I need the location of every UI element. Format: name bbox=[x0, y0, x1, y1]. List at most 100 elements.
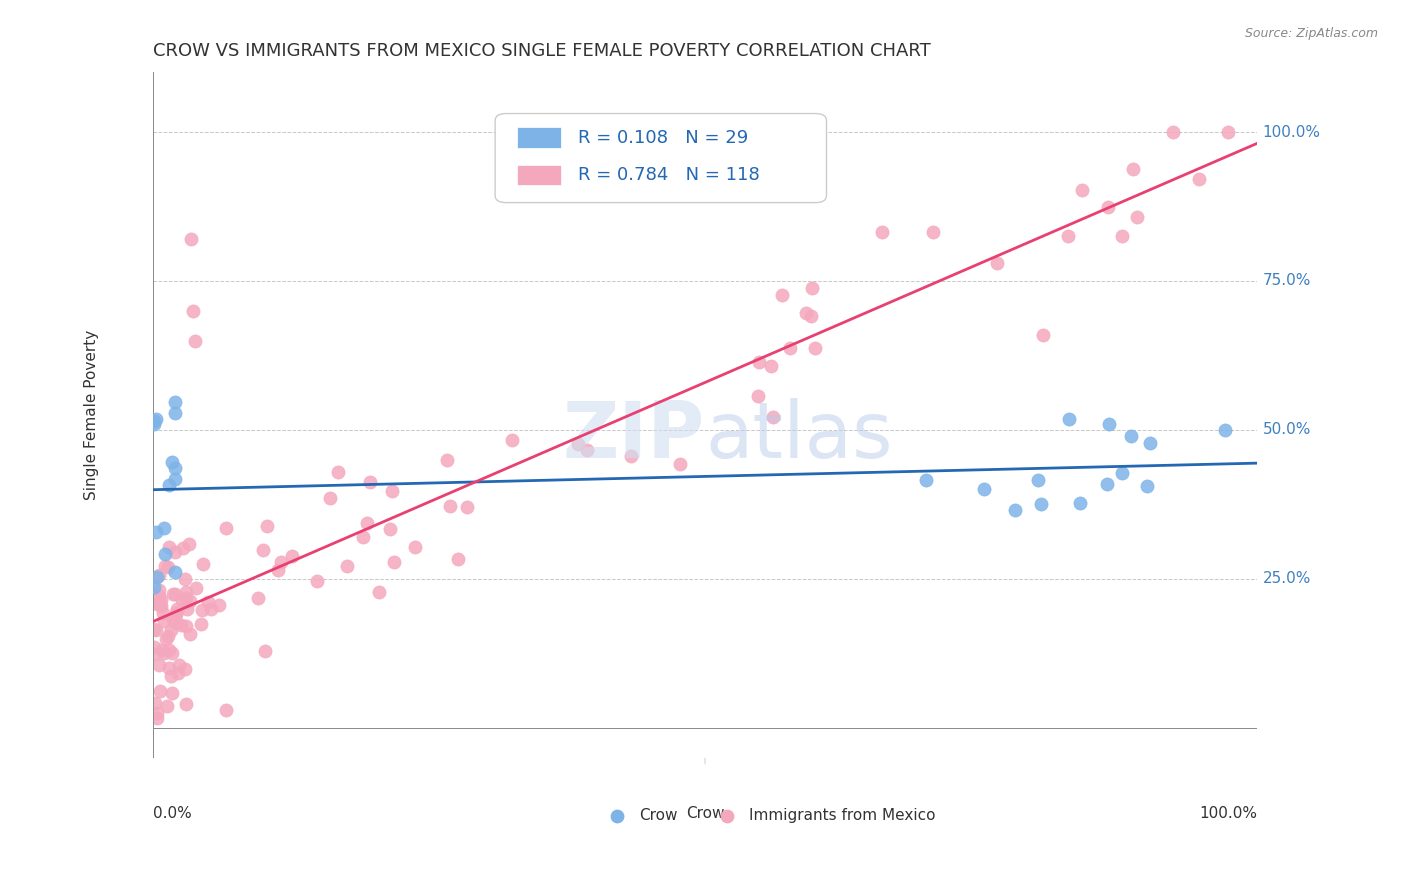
Point bbox=[1028, 474, 1050, 488]
Point bbox=[145, 623, 167, 637]
Point bbox=[148, 590, 170, 604]
Text: CROW VS IMMIGRANTS FROM MEXICO SINGLE FEMALE POVERTY CORRELATION CHART: CROW VS IMMIGRANTS FROM MEXICO SINGLE FE… bbox=[153, 42, 931, 60]
Point bbox=[356, 516, 378, 530]
Point bbox=[1004, 503, 1026, 517]
Point bbox=[146, 711, 169, 725]
Point bbox=[439, 499, 461, 513]
Point bbox=[281, 549, 304, 564]
Point bbox=[986, 256, 1008, 270]
Point bbox=[779, 341, 801, 355]
Point bbox=[143, 580, 166, 594]
Point bbox=[794, 305, 817, 319]
Point bbox=[176, 697, 198, 711]
Point bbox=[1057, 412, 1080, 426]
Point bbox=[148, 658, 170, 673]
Point bbox=[326, 465, 349, 479]
Point bbox=[157, 478, 180, 492]
Point bbox=[456, 500, 478, 515]
Point bbox=[270, 555, 292, 569]
Point bbox=[606, 772, 628, 786]
Point bbox=[149, 599, 172, 614]
Point bbox=[142, 417, 165, 431]
Text: R = 0.108   N = 29: R = 0.108 N = 29 bbox=[578, 128, 748, 146]
Point bbox=[157, 540, 180, 554]
Point bbox=[1126, 210, 1149, 224]
Point bbox=[770, 288, 793, 302]
Point bbox=[1097, 476, 1119, 491]
Point bbox=[1111, 229, 1133, 244]
Point bbox=[162, 587, 184, 601]
Text: atlas: atlas bbox=[704, 398, 893, 474]
Text: 0.0%: 0.0% bbox=[153, 805, 191, 821]
Point bbox=[174, 572, 197, 586]
Point bbox=[163, 566, 186, 580]
Point bbox=[1161, 125, 1184, 139]
Point bbox=[215, 521, 238, 535]
Point bbox=[200, 601, 222, 615]
Point bbox=[567, 437, 589, 451]
Point bbox=[319, 491, 342, 505]
Point bbox=[1136, 479, 1159, 493]
Point bbox=[716, 772, 738, 786]
Point bbox=[359, 475, 381, 489]
Text: 25.0%: 25.0% bbox=[1263, 572, 1312, 586]
Point bbox=[163, 394, 186, 409]
Point bbox=[800, 309, 823, 323]
Point bbox=[336, 558, 359, 573]
Point bbox=[165, 607, 187, 621]
Point bbox=[149, 597, 172, 611]
Text: 75.0%: 75.0% bbox=[1263, 274, 1312, 288]
Point bbox=[145, 412, 167, 426]
Point bbox=[162, 646, 184, 660]
Point bbox=[256, 518, 278, 533]
Point bbox=[1188, 172, 1211, 186]
Point bbox=[575, 443, 598, 458]
Point bbox=[352, 530, 374, 544]
Point bbox=[156, 560, 179, 574]
Point bbox=[1139, 435, 1161, 450]
Point bbox=[190, 616, 212, 631]
Point bbox=[148, 583, 170, 598]
Point bbox=[922, 225, 945, 239]
Point bbox=[149, 684, 172, 698]
Text: 100.0%: 100.0% bbox=[1263, 125, 1320, 139]
Point bbox=[447, 551, 470, 566]
Point bbox=[157, 661, 180, 675]
Point bbox=[153, 614, 176, 628]
Text: Source: ZipAtlas.com: Source: ZipAtlas.com bbox=[1244, 27, 1378, 40]
Point bbox=[1215, 423, 1237, 437]
Point bbox=[163, 406, 186, 420]
Point bbox=[162, 612, 184, 626]
Point bbox=[143, 640, 166, 655]
Point bbox=[973, 483, 995, 497]
Point bbox=[197, 595, 219, 609]
Point bbox=[1097, 200, 1119, 214]
Point bbox=[1121, 429, 1143, 443]
Point bbox=[160, 686, 183, 700]
Point bbox=[761, 359, 783, 373]
Point bbox=[208, 598, 231, 612]
Point bbox=[152, 606, 174, 620]
Point bbox=[155, 632, 177, 646]
Point bbox=[150, 593, 173, 607]
Point bbox=[163, 545, 186, 559]
Point bbox=[872, 226, 894, 240]
Point bbox=[142, 414, 165, 428]
Point bbox=[191, 602, 214, 616]
Point bbox=[180, 232, 202, 246]
Point bbox=[501, 434, 523, 448]
Point bbox=[179, 594, 201, 608]
Text: Immigrants from Mexico: Immigrants from Mexico bbox=[749, 808, 935, 823]
Point bbox=[1111, 466, 1133, 480]
Point bbox=[166, 601, 188, 615]
Point bbox=[163, 587, 186, 601]
Point bbox=[163, 472, 186, 486]
Point bbox=[305, 574, 328, 589]
Point bbox=[381, 483, 404, 498]
Point bbox=[145, 525, 167, 540]
Point bbox=[914, 473, 936, 487]
Point bbox=[747, 389, 769, 403]
Text: ZIP: ZIP bbox=[562, 398, 704, 474]
Point bbox=[174, 585, 197, 599]
Point bbox=[1031, 497, 1053, 511]
